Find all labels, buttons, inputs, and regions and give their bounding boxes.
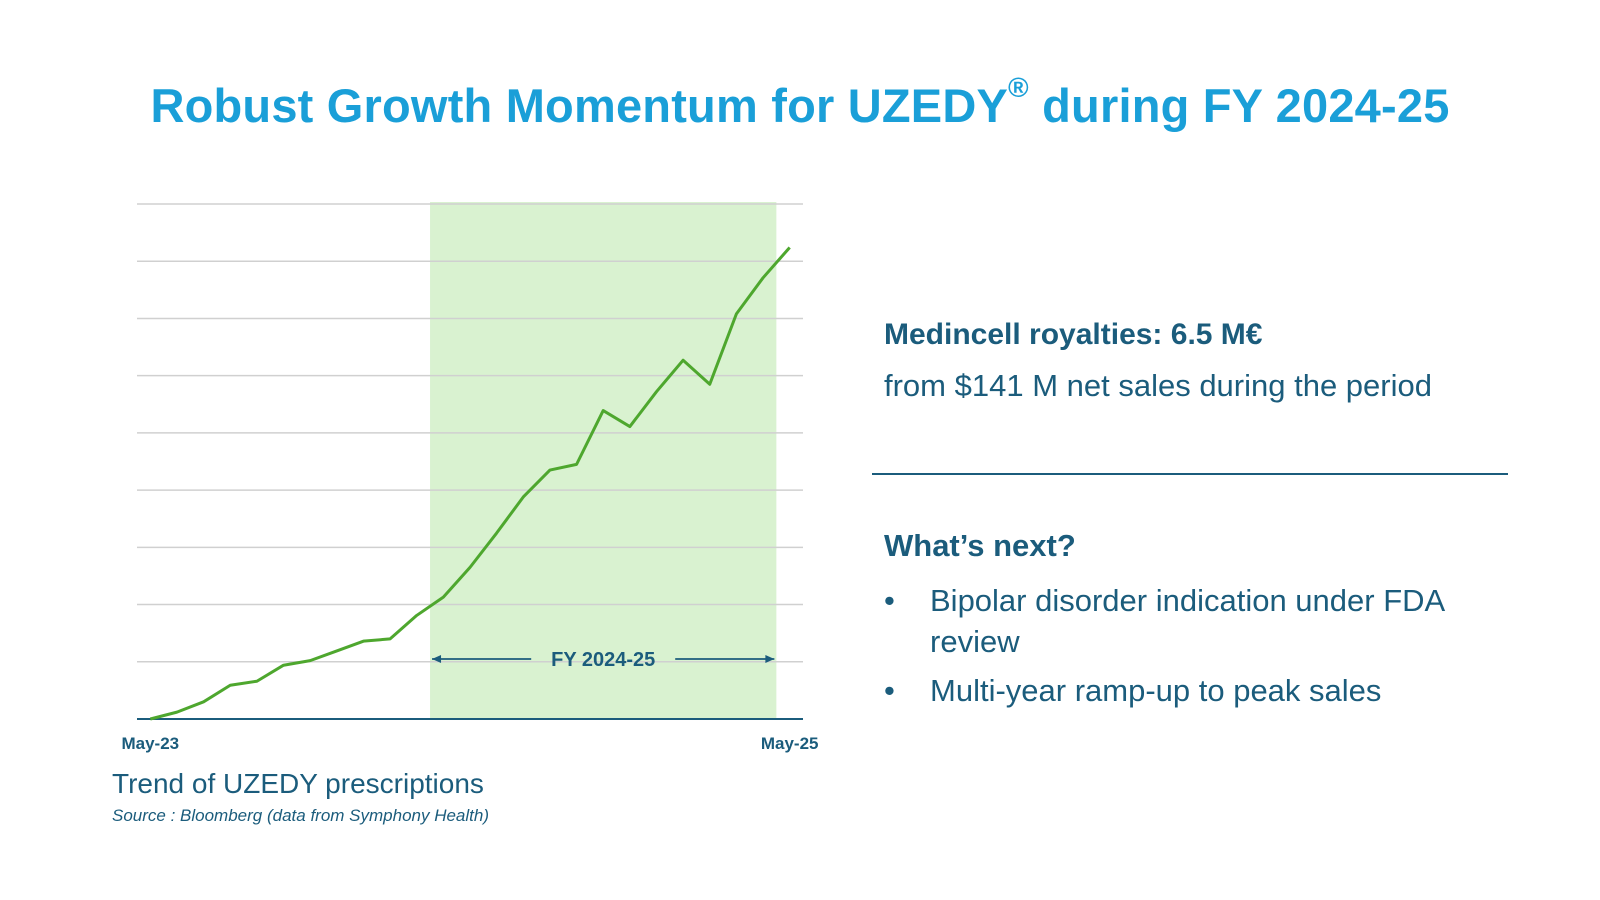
arrow-right-head xyxy=(765,655,775,663)
section-divider xyxy=(872,473,1508,475)
series-line-uzedy xyxy=(149,246,791,721)
next-bullet-list: • Bipolar disorder indication under FDA … xyxy=(884,580,1524,719)
x-tick-labels: May-23 May-25 xyxy=(121,734,818,753)
x-tick-label: May-25 xyxy=(761,734,819,753)
y-gridlines xyxy=(137,203,803,663)
title-main: Robust Growth Momentum for UZEDY xyxy=(150,79,1009,132)
royalties-heading: Medincell royalties: 6.5 M€ xyxy=(884,318,1263,351)
bullet-marker: • xyxy=(884,583,895,618)
bullet-item: • Bipolar disorder indication under FDA … xyxy=(884,580,1524,662)
royalties-subtext: from $141 M net sales during the period xyxy=(884,368,1432,403)
prescriptions-line-chart: FY 2024-25 May-23 May-25 xyxy=(121,202,819,753)
bullet-text: Multi-year ramp-up to peak sales xyxy=(930,673,1382,708)
registered-mark: ® xyxy=(1008,72,1029,103)
fy-range-label: FY 2024-25 xyxy=(551,649,655,671)
slide-title: Robust Growth Momentum for UZEDY® during… xyxy=(0,72,1600,133)
next-heading: What’s next? xyxy=(884,528,1076,563)
bullet-text: Bipolar disorder indication under FDA re… xyxy=(930,583,1444,659)
fy-highlight-band xyxy=(430,202,777,719)
fy-range-arrow xyxy=(432,655,775,663)
title-tail: during FY 2024-25 xyxy=(1028,79,1450,132)
chart-caption: Trend of UZEDY prescriptions xyxy=(112,768,484,799)
x-tick-label: May-23 xyxy=(121,734,179,753)
arrow-left-head xyxy=(432,655,442,663)
bullet-item: • Multi-year ramp-up to peak sales xyxy=(884,670,1524,711)
chart-source: Source : Bloomberg (data from Symphony H… xyxy=(112,806,490,825)
bullet-marker: • xyxy=(884,673,895,708)
